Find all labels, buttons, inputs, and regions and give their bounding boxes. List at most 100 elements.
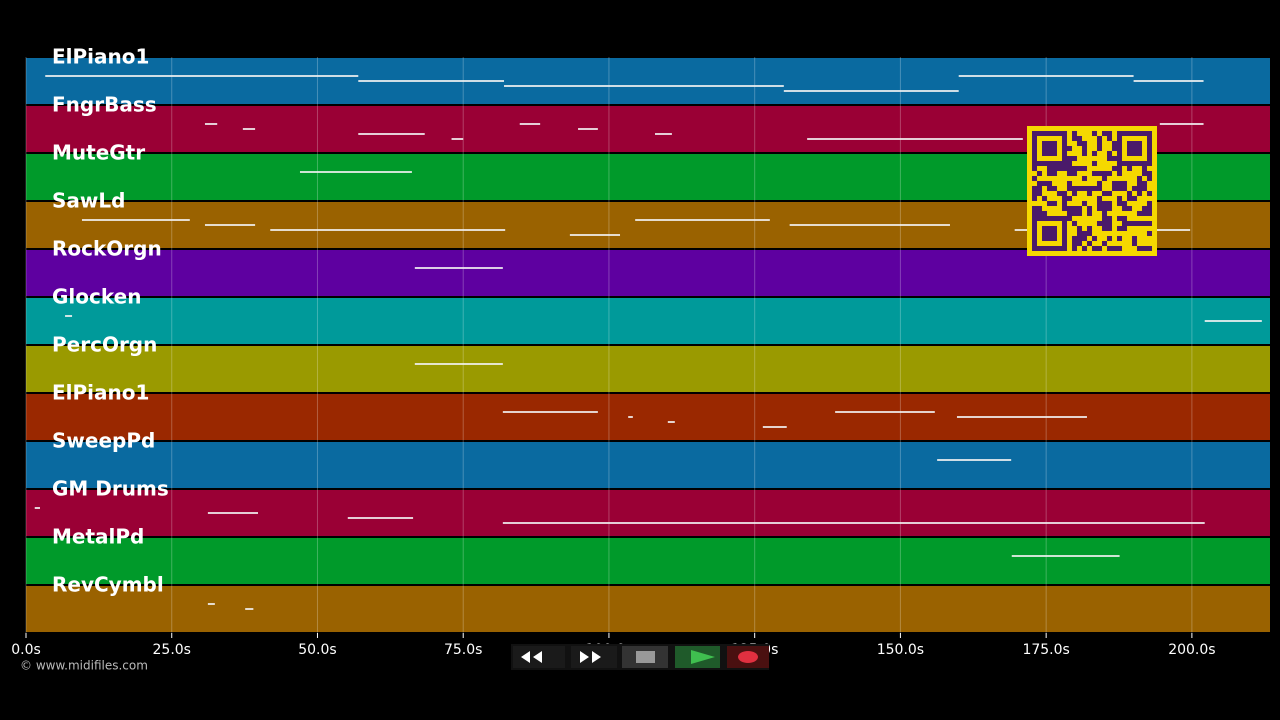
qr-cell (1107, 191, 1112, 196)
track-name: GM Drums (52, 477, 169, 501)
track-band (26, 442, 1270, 488)
qr-cell (1097, 181, 1102, 186)
qr-cell (1072, 131, 1077, 136)
qr-cell (1077, 136, 1082, 141)
qr-cell (1047, 186, 1052, 191)
qr-cell (1077, 166, 1082, 171)
note (519, 123, 541, 125)
qr-cell (1097, 136, 1102, 141)
qr-cell (1082, 236, 1087, 241)
qr-cell (1062, 201, 1067, 206)
qr-cell (1097, 246, 1102, 251)
track-name: MetalPd (52, 525, 144, 549)
qr-cell (1122, 201, 1127, 206)
track-name: RockOrgn (52, 237, 162, 261)
qr-cell (1137, 176, 1142, 181)
qr-cell (1117, 181, 1122, 186)
rewind-button[interactable] (513, 646, 565, 668)
labels: ElPiano1 FngrBass MuteGtr SawLd RockOrgn Gloc… (52, 45, 169, 597)
stop-button[interactable] (622, 646, 668, 668)
note (578, 128, 598, 130)
note (65, 315, 73, 317)
qr-cell (1082, 151, 1087, 156)
qr-cell (1142, 246, 1147, 251)
qr-cell (1072, 171, 1077, 176)
qr-cell (1102, 211, 1107, 216)
track-name: FngrBass (52, 93, 157, 117)
x-tick-label: 25.0s (153, 642, 191, 658)
qr-cell (1052, 201, 1057, 206)
qr-cell (1112, 146, 1117, 151)
qr-cell (1082, 201, 1087, 206)
qr-cell (1067, 156, 1072, 161)
qr-cell (1097, 201, 1102, 206)
qr-cell (1077, 186, 1082, 191)
note (1133, 80, 1204, 82)
qr-cell (1127, 206, 1132, 211)
track-name: Glocken (52, 285, 141, 309)
qr-cell (1092, 131, 1097, 136)
note (1204, 320, 1262, 322)
qr-cell (1147, 191, 1152, 196)
qr-cell (1102, 191, 1107, 196)
qr-cell (1122, 186, 1127, 191)
qr-cell (1142, 211, 1147, 216)
note (569, 234, 621, 236)
note (207, 512, 259, 514)
qr-cell (1082, 186, 1087, 191)
qr-cell (1102, 131, 1107, 136)
qr-cell (1037, 191, 1042, 196)
qr-finder-core (1042, 141, 1057, 156)
note (245, 608, 254, 610)
qr-cell (1147, 171, 1152, 176)
qr-cell (1072, 136, 1077, 141)
qr-cell (1072, 186, 1077, 191)
record-button[interactable] (727, 646, 769, 668)
qr-cell (1142, 166, 1147, 171)
note (635, 219, 770, 221)
icon (580, 651, 601, 663)
qr-cell (1067, 211, 1072, 216)
qr-cell (1082, 146, 1087, 151)
qr-cell (1037, 171, 1042, 176)
icon (521, 651, 542, 663)
qr-cell (1102, 201, 1107, 206)
note (34, 507, 40, 509)
qr-cell (1147, 211, 1152, 216)
forward-button[interactable] (571, 646, 617, 668)
qr-cell (1097, 196, 1102, 201)
qr-cell (1057, 191, 1062, 196)
note (958, 75, 1134, 77)
qr-cell (1067, 206, 1072, 211)
qr-cell (1102, 241, 1107, 246)
qr-cell (1117, 201, 1122, 206)
qr-finder-core (1042, 226, 1057, 241)
qr-cell (1107, 131, 1112, 136)
qr-finder (1117, 131, 1152, 166)
transport (511, 644, 769, 670)
qr-cell (1032, 166, 1037, 171)
qr-cell (1147, 221, 1152, 226)
qr-finder (1032, 216, 1067, 251)
track-band (26, 538, 1270, 584)
qr-cell (1072, 191, 1077, 196)
qr-cell (1047, 201, 1052, 206)
note (358, 80, 505, 82)
qr-cell (1097, 206, 1102, 211)
qr-cell (1042, 181, 1047, 186)
note (204, 123, 218, 125)
note (358, 133, 425, 135)
qr-cell (1057, 166, 1062, 171)
note (667, 421, 675, 423)
note (414, 267, 503, 269)
note (81, 219, 190, 221)
note (654, 133, 672, 135)
icon (636, 651, 655, 663)
note (207, 603, 215, 605)
qr-cell (1102, 206, 1107, 211)
qr-cell (1097, 141, 1102, 146)
qr-cell (1037, 186, 1042, 191)
play-button[interactable] (675, 646, 720, 668)
qr-cell (1147, 176, 1152, 181)
qr-cell (1147, 231, 1152, 236)
